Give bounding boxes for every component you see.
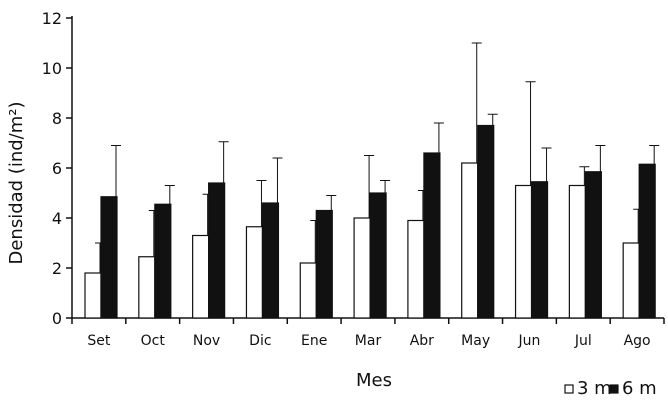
bar-6m xyxy=(261,202,280,319)
y-tick-label: 12 xyxy=(42,9,62,28)
bar-6m xyxy=(315,209,333,319)
bar-6m xyxy=(208,182,226,319)
x-tick-label: May xyxy=(461,333,490,349)
bar-3m xyxy=(568,184,586,319)
bar-3m xyxy=(461,162,479,319)
legend-swatch-3m xyxy=(564,384,574,394)
x-tick-label: Mar xyxy=(355,333,382,349)
bar-6m xyxy=(100,196,118,319)
bar-3m xyxy=(407,219,425,319)
x-tick-label: Nov xyxy=(193,333,220,349)
bar-3m xyxy=(622,242,640,319)
x-tick-label: Ago xyxy=(624,333,651,349)
y-tick-label: 0 xyxy=(52,309,62,328)
bar-3m xyxy=(138,256,156,319)
x-tick-label: Oct xyxy=(141,333,166,349)
bar-6m xyxy=(638,163,656,319)
bar-6m xyxy=(154,203,172,319)
bar-3m xyxy=(84,272,102,319)
bar-6m xyxy=(423,152,441,319)
legend-swatch-6m xyxy=(609,384,619,394)
bar-6m xyxy=(584,171,602,319)
y-tick-label: 10 xyxy=(42,59,62,78)
bar-3m xyxy=(192,234,210,319)
x-tick-label: Set xyxy=(87,333,111,349)
bar-3m xyxy=(353,217,371,319)
y-tick-label: 6 xyxy=(52,159,62,178)
bar-6m xyxy=(530,181,549,319)
y-axis-title: Densidad (ind/m²) xyxy=(6,101,27,264)
y-tick-label: 4 xyxy=(52,209,62,228)
bar-3m xyxy=(299,262,317,319)
x-axis-title: Mes xyxy=(356,370,392,391)
x-tick-label: Jun xyxy=(518,333,541,349)
legend-label: 3 m xyxy=(577,378,612,399)
x-tick-label: Jul xyxy=(574,333,592,349)
y-tick-label: 8 xyxy=(52,109,62,128)
x-tick-label: Abr xyxy=(410,333,434,349)
bar-3m xyxy=(514,184,533,319)
legend-label: 6 m xyxy=(622,378,657,399)
x-tick-label: Ene xyxy=(301,333,327,349)
y-tick-label: 2 xyxy=(52,259,62,278)
x-tick-label: Dic xyxy=(249,333,271,349)
bar-3m xyxy=(245,226,264,319)
bar-6m xyxy=(477,124,495,319)
bar-6m xyxy=(369,192,387,319)
